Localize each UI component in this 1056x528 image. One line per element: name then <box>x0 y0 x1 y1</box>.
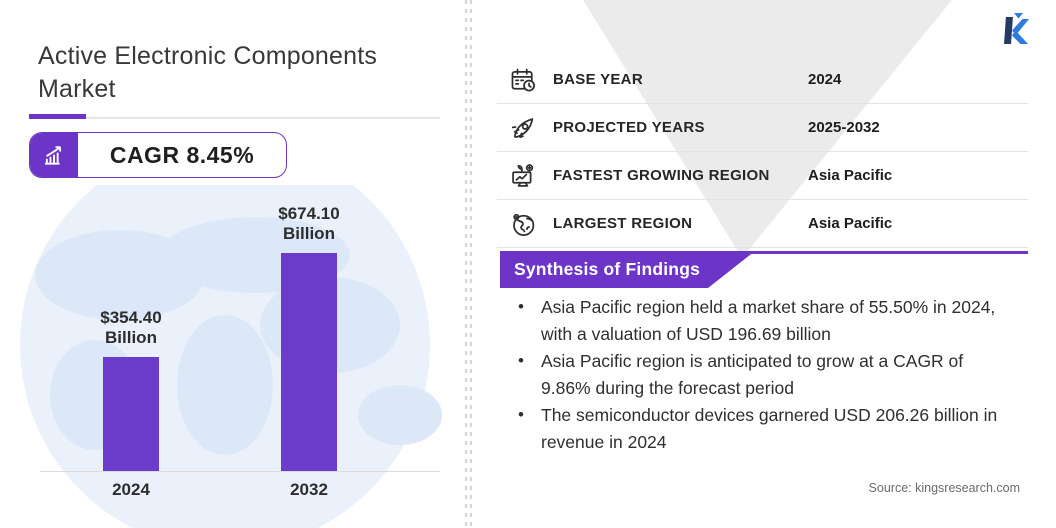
x-axis-label-2024: 2024 <box>112 480 150 499</box>
fact-label: BASE YEAR <box>553 71 643 88</box>
fact-value: 2024 <box>808 71 842 88</box>
bar-value-unit: Billion <box>283 224 335 243</box>
bar-value-unit: Billion <box>105 328 157 347</box>
bar-2032 <box>281 253 337 471</box>
right-panel: BASE YEAR 2024 PROJECTED YEARS 2025-2032 <box>466 0 1056 528</box>
fact-label: PROJECTED YEARS <box>553 119 705 136</box>
growth-monitor-icon <box>512 163 534 187</box>
page-title: Active Electronic Components Market <box>38 42 378 103</box>
calendar-clock-icon <box>511 68 535 91</box>
source-attribution: Source: kingsresearch.com <box>868 481 1020 495</box>
vertical-dashed-divider <box>465 0 467 528</box>
bar-value-label-2024: $354.40 Billion <box>71 308 191 348</box>
kings-research-logo <box>1004 13 1029 44</box>
vertical-dashed-divider <box>470 0 472 528</box>
left-panel: Active Electronic Components Market CAGR… <box>0 0 466 528</box>
cagr-value: CAGR 8.45% <box>109 141 255 168</box>
key-facts-table: BASE YEAR 2024 PROJECTED YEARS 2025-2032 <box>497 56 1028 248</box>
fact-row-projected-years: PROJECTED YEARS 2025-2032 <box>497 104 1028 152</box>
finding-bullet: The semiconductor devices garnered USD 2… <box>510 402 999 455</box>
bar-2024 <box>103 357 159 471</box>
chart-baseline <box>40 470 440 472</box>
fact-label: LARGEST REGION <box>553 215 693 232</box>
fact-label: FASTEST GROWING REGION <box>553 167 770 184</box>
findings-banner-title: Synthesis of Findings <box>500 251 755 288</box>
bar-chart: $354.40 Billion $674.10 Billion <box>0 190 466 472</box>
bar-value-amount: $674.10 <box>278 204 340 223</box>
title-divider-accent <box>29 114 86 119</box>
fact-value: Asia Pacific <box>808 167 893 184</box>
fact-value: Asia Pacific <box>808 215 893 232</box>
finding-bullet: Asia Pacific region held a market share … <box>510 294 999 347</box>
fact-row-base-year: BASE YEAR 2024 <box>497 56 1028 104</box>
fact-row-largest-region: LARGEST REGION Asia Pacific <box>497 200 1028 248</box>
x-axis-label-2032: 2032 <box>290 480 328 499</box>
bar-value-amount: $354.40 <box>100 308 162 327</box>
growth-chart-icon <box>30 133 78 177</box>
findings-bullet-list: Asia Pacific region held a market share … <box>510 294 1000 456</box>
fact-row-fastest-growing-region: FASTEST GROWING REGION Asia Pacific <box>497 152 1028 200</box>
cagr-badge: CAGR 8.45% <box>29 132 287 178</box>
title-divider <box>38 117 440 119</box>
rocket-icon <box>511 117 534 138</box>
globe-icon <box>513 213 535 236</box>
findings-banner-top-strip <box>500 251 1028 254</box>
fact-value: 2025-2032 <box>808 119 880 136</box>
finding-bullet: Asia Pacific region is anticipated to gr… <box>510 348 999 401</box>
bar-value-label-2032: $674.10 Billion <box>249 204 369 244</box>
